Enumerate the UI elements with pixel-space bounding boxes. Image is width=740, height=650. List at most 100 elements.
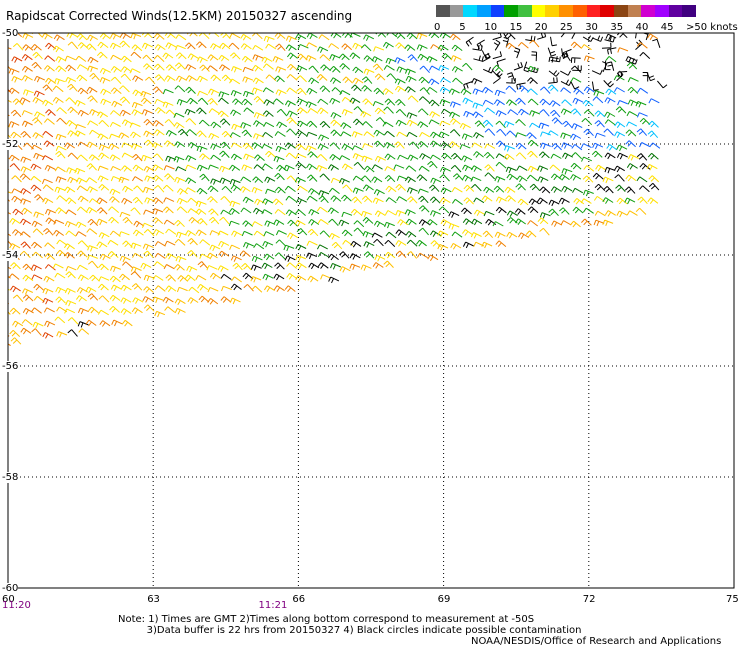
wind-barb [275,187,285,193]
wind-barb [605,211,615,217]
wind-barb [571,175,581,181]
wind-barb [450,102,460,108]
wind-barb [450,112,460,118]
wind-barb [109,197,119,203]
wind-barb [132,308,142,314]
wind-barb [274,274,284,280]
wind-barb [319,135,329,141]
wind-barb [317,74,327,80]
wind-barb [405,87,415,93]
wind-barb [21,167,31,173]
longitude-label: 69 [438,594,451,605]
wind-barb [640,143,650,148]
wind-barb [530,184,540,191]
wind-barb [163,102,173,108]
wind-barb [233,263,243,270]
wind-barb [340,267,350,273]
wind-barb [540,228,550,235]
wind-barb [430,141,440,147]
wind-barb [166,43,176,49]
wind-barb [287,118,297,125]
wind-barb [43,85,53,92]
wind-barb [88,246,98,252]
wind-barb [56,287,66,293]
wind-barb [144,187,154,193]
wind-barb [218,111,228,117]
wind-barb [142,155,152,161]
wind-barb [207,266,217,271]
wind-barb [176,256,186,262]
wind-barb [75,100,85,106]
wind-barb [442,153,452,159]
wind-barb [77,251,87,257]
wind-barb [133,230,143,236]
wind-barb [508,110,518,115]
wind-barb [56,208,66,214]
wind-barb [155,99,165,104]
wind-barb [309,78,319,84]
wind-barb [31,265,41,271]
wind-barb [372,165,382,170]
wind-barb [177,189,187,195]
wind-barb [155,45,165,51]
wind-barb [111,77,121,84]
wind-barb [460,123,470,129]
wind-barb [372,177,382,183]
wind-barb [453,78,463,84]
wind-barb [120,274,130,280]
wind-barb [252,222,262,226]
wind-barb [493,71,503,77]
wind-barb [561,27,567,37]
wind-barb [352,146,362,151]
wind-barb [483,87,493,93]
wind-barb [648,34,658,40]
wind-barb [374,88,384,94]
wind-barb [98,284,108,290]
wind-barb [97,242,107,248]
wind-barb [275,263,285,269]
wind-barb [20,174,30,180]
wind-barb [583,176,593,182]
wind-barb [100,33,110,39]
wind-barb [97,219,107,225]
wind-barb [563,153,573,159]
wind-barb [21,157,31,163]
wind-barb [528,207,538,213]
wind-barb [112,320,122,326]
wind-barb [122,166,132,172]
wind-barb [177,207,187,213]
wind-barb [352,197,362,204]
wind-barb [232,67,242,73]
wind-barb [331,263,341,269]
wind-barb [230,179,240,185]
wind-barb [265,177,275,183]
wind-barb [123,217,133,224]
wind-barb [307,175,317,182]
wind-barb [451,56,461,62]
wind-barb [98,166,108,171]
wind-barb [472,79,482,85]
wind-barb [449,224,459,230]
wind-barb [288,233,298,239]
wind-barb [494,100,504,106]
wind-barb [353,78,363,84]
wind-barb [231,90,241,96]
wind-barb [31,185,41,191]
wind-barb [21,131,31,138]
wind-barb [615,122,625,128]
wind-barb [548,48,556,57]
wind-barb [120,86,130,92]
wind-barb [462,134,472,140]
wind-barb [419,97,429,103]
wind-barb [220,119,230,126]
wind-barb [351,241,361,247]
wind-barb [165,307,175,313]
wind-barb [45,165,55,171]
wind-barb [275,209,285,215]
wind-barb [264,36,274,42]
wind-barb [54,220,64,225]
wind-barb [584,56,594,62]
wind-barb [21,242,31,249]
wind-barb [209,89,219,95]
wind-barb [196,42,206,48]
